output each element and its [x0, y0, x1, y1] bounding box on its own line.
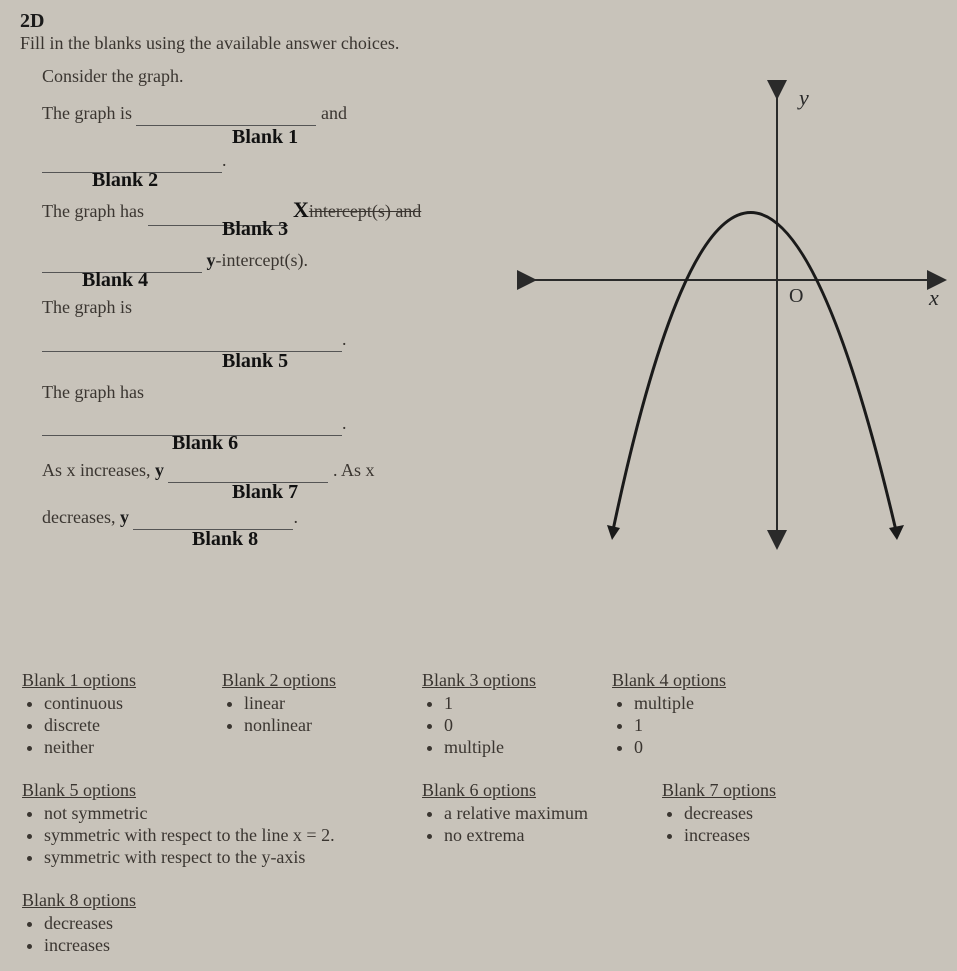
curve-arrow-right — [889, 525, 904, 540]
parabola-svg: y x O — [517, 70, 947, 550]
option-item: 0 — [444, 715, 536, 736]
option-item: neither — [44, 737, 136, 758]
sentence-2: The graph has Xintercept(s) and Blank 3 — [42, 195, 522, 226]
sentence-5: The graph has — [42, 380, 522, 405]
origin-label: O — [789, 285, 803, 307]
opt-b3-list: 10multiple — [444, 693, 536, 758]
sentence-6: As x increases, y . As x Blank 7 — [42, 458, 522, 483]
option-item: not symmetric — [44, 803, 335, 824]
sentence-1: The graph is and Blank 1 — [42, 101, 522, 126]
s1-pre: The graph is — [42, 103, 132, 123]
opt-b5-title: Blank 5 options — [22, 780, 335, 801]
sentence-3: y-intercept(s). Blank 4 — [42, 248, 522, 273]
opt-b8-list: decreasesincreases — [44, 913, 136, 956]
opt-b1-title: Blank 1 options — [22, 670, 136, 691]
opt-b6-title: Blank 6 options — [422, 780, 588, 801]
hw-blank5: Blank 5 — [222, 347, 288, 375]
opt-b7-title: Blank 7 options — [662, 780, 776, 801]
s2-post: intercept(s) and — [309, 201, 421, 221]
sentence-4: The graph is — [42, 295, 522, 320]
hw-y-prefix: y — [207, 250, 216, 270]
hw-blank6: Blank 6 — [172, 429, 238, 457]
hw-blank8: Blank 8 — [192, 525, 258, 553]
s7-hw-y: y — [120, 507, 129, 527]
opt-b8: Blank 8 options decreasesincreases — [22, 890, 136, 957]
option-item: multiple — [444, 737, 536, 758]
sentence-4b: . Blank 5 — [42, 327, 522, 352]
opt-b4: Blank 4 options multiple10 — [612, 670, 726, 759]
curve-arrow-left — [607, 525, 620, 540]
opt-b7-list: decreasesincreases — [684, 803, 776, 846]
opt-b3: Blank 3 options 10multiple — [422, 670, 536, 759]
hw-blank7: Blank 7 — [232, 478, 298, 506]
option-item: no extrema — [444, 825, 588, 846]
hw-blank1: Blank 1 — [232, 123, 298, 151]
hw-x: X — [293, 197, 309, 222]
s6-hw-y: y — [155, 460, 164, 480]
option-item: a relative maximum — [444, 803, 588, 824]
s1-mid: and — [321, 103, 347, 123]
hw-blank3: Blank 3 — [222, 215, 288, 243]
option-item: 1 — [444, 693, 536, 714]
option-item: continuous — [44, 693, 136, 714]
hw-blank4: Blank 4 — [82, 266, 148, 294]
x-axis-label: x — [928, 285, 939, 310]
opt-b8-title: Blank 8 options — [22, 890, 136, 911]
opt-b4-list: multiple10 — [634, 693, 726, 758]
opt-b2: Blank 2 options linearnonlinear — [222, 670, 336, 737]
sentence-1b: . Blank 2 — [42, 148, 522, 173]
s5-pre: The graph has — [42, 382, 144, 402]
option-item: nonlinear — [244, 715, 336, 736]
question-number: 2D — [20, 10, 937, 33]
option-item: symmetric with respect to the y-axis — [44, 847, 335, 868]
option-item: linear — [244, 693, 336, 714]
opt-b7: Blank 7 options decreasesincreases — [662, 780, 776, 847]
opt-b5-list: not symmetricsymmetric with respect to t… — [44, 803, 335, 868]
option-item: discrete — [44, 715, 136, 736]
option-item: symmetric with respect to the line x = 2… — [44, 825, 335, 846]
opt-b3-title: Blank 3 options — [422, 670, 536, 691]
graph-figure: y x O — [517, 70, 947, 550]
y-axis-label: y — [797, 85, 809, 110]
parabola-curve — [612, 213, 897, 536]
option-item: 1 — [634, 715, 726, 736]
s4-pre: The graph is — [42, 297, 132, 317]
blank-5[interactable] — [42, 332, 342, 352]
opt-b1-list: continuousdiscreteneither — [44, 693, 136, 758]
instruction-text: Fill in the blanks using the available a… — [20, 33, 937, 54]
s6-pre: As x increases, — [42, 460, 150, 480]
option-item: increases — [44, 935, 136, 956]
option-item: decreases — [684, 803, 776, 824]
opt-b1: Blank 1 options continuousdiscreteneithe… — [22, 670, 136, 759]
option-item: multiple — [634, 693, 726, 714]
opt-b4-title: Blank 4 options — [612, 670, 726, 691]
s6-post: . As x — [333, 460, 375, 480]
option-item: increases — [684, 825, 776, 846]
opt-b6: Blank 6 options a relative maximumno ext… — [422, 780, 588, 847]
opt-b6-list: a relative maximumno extrema — [444, 803, 588, 846]
hw-blank2: Blank 2 — [92, 166, 158, 194]
s7-pre: decreases, — [42, 507, 115, 527]
sentence-7: decreases, y . Blank 8 — [42, 505, 522, 530]
fill-in-area: The graph is and Blank 1 . Blank 2 The g… — [42, 101, 522, 530]
opt-b2-title: Blank 2 options — [222, 670, 336, 691]
option-item: 0 — [634, 737, 726, 758]
opt-b5: Blank 5 options not symmetricsymmetric w… — [22, 780, 335, 869]
s3-post: -intercept(s). — [216, 250, 308, 270]
option-item: decreases — [44, 913, 136, 934]
opt-b2-list: linearnonlinear — [244, 693, 336, 736]
s2-pre: The graph has — [42, 201, 144, 221]
sentence-5b: . Blank 6 — [42, 411, 522, 436]
worksheet-page: 2D Fill in the blanks using the availabl… — [0, 0, 957, 971]
